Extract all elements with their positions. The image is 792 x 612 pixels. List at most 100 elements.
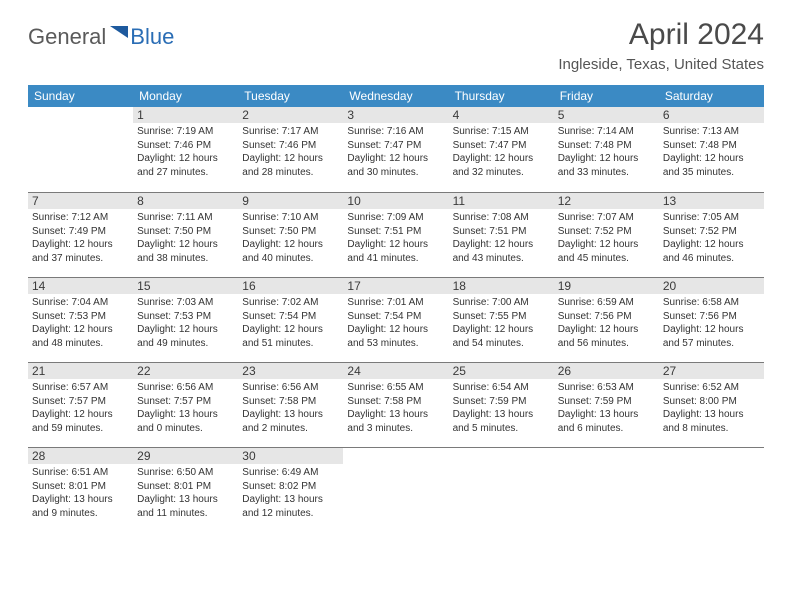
calendar-cell: 25Sunrise: 6:54 AMSunset: 7:59 PMDayligh… <box>449 362 554 447</box>
day-info: Sunrise: 6:51 AMSunset: 8:01 PMDaylight:… <box>32 466 129 520</box>
sunset-line: Sunset: 7:57 PM <box>32 395 129 409</box>
day-number: 19 <box>554 278 659 294</box>
calendar-cell: 16 Sunrise: 7:02 AMSunset: 7:54 PMDayligh… <box>238 277 343 362</box>
sunset-line: Sunset: 7:54 PM <box>347 310 444 324</box>
day-info: Sunrise: 6:57 AMSunset: 7:57 PMDaylight:… <box>32 381 129 435</box>
calendar-cell: 6Sunrise: 7:13 AMSunset: 7:48 PMDaylight… <box>659 107 764 192</box>
day-info: Sunrise: 7:13 AMSunset: 7:48 PMDaylight:… <box>663 125 760 179</box>
day-number: 28 <box>28 448 133 464</box>
daylight-line: Daylight: 12 hours and 32 minutes. <box>453 152 550 179</box>
sunset-line: Sunset: 7:53 PM <box>137 310 234 324</box>
calendar-cell <box>343 447 448 532</box>
weekday-friday: Friday <box>554 85 659 107</box>
sunset-line: Sunset: 8:02 PM <box>242 480 339 494</box>
daylight-line: Daylight: 12 hours and 28 minutes. <box>242 152 339 179</box>
calendar-cell: 30Sunrise: 6:49 AMSunset: 8:02 PMDayligh… <box>238 447 343 532</box>
day-number: 27 <box>659 363 764 379</box>
day-number: 12 <box>554 193 659 209</box>
daylight-line: Daylight: 12 hours and 59 minutes. <box>32 408 129 435</box>
sunrise-line: Sunrise: 6:58 AM <box>663 296 760 310</box>
day-info: Sunrise: 7:02 AMSunset: 7:54 PMDaylight:… <box>242 296 339 350</box>
sunrise-line: Sunrise: 7:11 AM <box>137 211 234 225</box>
sunset-line: Sunset: 7:47 PM <box>453 139 550 153</box>
daylight-line: Daylight: 12 hours and 56 minutes. <box>558 323 655 350</box>
calendar-cell: 11Sunrise: 7:08 AMSunset: 7:51 PMDayligh… <box>449 192 554 277</box>
weekday-wednesday: Wednesday <box>343 85 448 107</box>
daylight-line: Daylight: 12 hours and 40 minutes. <box>242 238 339 265</box>
day-number: 13 <box>659 193 764 209</box>
sunset-line: Sunset: 7:56 PM <box>663 310 760 324</box>
day-info: Sunrise: 7:11 AMSunset: 7:50 PMDaylight:… <box>137 211 234 265</box>
day-number: 7 <box>28 193 133 209</box>
daylight-line: Daylight: 13 hours and 5 minutes. <box>453 408 550 435</box>
sunset-line: Sunset: 7:58 PM <box>347 395 444 409</box>
day-number: 4 <box>449 107 554 123</box>
sunset-line: Sunset: 7:54 PM <box>242 310 339 324</box>
sunset-line: Sunset: 7:46 PM <box>242 139 339 153</box>
weekday-sunday: Sunday <box>28 85 133 107</box>
day-number: 17 <box>343 278 448 294</box>
sunset-line: Sunset: 7:55 PM <box>453 310 550 324</box>
calendar-cell: 29Sunrise: 6:50 AMSunset: 8:01 PMDayligh… <box>133 447 238 532</box>
sunrise-line: Sunrise: 6:54 AM <box>453 381 550 395</box>
logo-sail-icon <box>110 26 128 38</box>
sunrise-line: Sunrise: 7:19 AM <box>137 125 234 139</box>
sunset-line: Sunset: 7:56 PM <box>558 310 655 324</box>
daylight-line: Daylight: 13 hours and 11 minutes. <box>137 493 234 520</box>
day-number: 24 <box>343 363 448 379</box>
logo-text-general: General <box>28 24 106 50</box>
calendar-cell: 2Sunrise: 7:17 AMSunset: 7:46 PMDaylight… <box>238 107 343 192</box>
sunset-line: Sunset: 8:01 PM <box>137 480 234 494</box>
sunrise-line: Sunrise: 7:12 AM <box>32 211 129 225</box>
daylight-line: Daylight: 12 hours and 46 minutes. <box>663 238 760 265</box>
sunset-line: Sunset: 7:51 PM <box>347 225 444 239</box>
day-info: Sunrise: 7:01 AMSunset: 7:54 PMDaylight:… <box>347 296 444 350</box>
daylight-line: Daylight: 12 hours and 51 minutes. <box>242 323 339 350</box>
day-number: 23 <box>238 363 343 379</box>
calendar-cell: 8Sunrise: 7:11 AMSunset: 7:50 PMDaylight… <box>133 192 238 277</box>
daylight-line: Daylight: 13 hours and 6 minutes. <box>558 408 655 435</box>
day-number: 18 <box>449 278 554 294</box>
sunset-line: Sunset: 7:51 PM <box>453 225 550 239</box>
logo-text-blue: Blue <box>130 24 174 50</box>
daylight-line: Daylight: 13 hours and 9 minutes. <box>32 493 129 520</box>
calendar-cell: 15Sunrise: 7:03 AMSunset: 7:53 PMDayligh… <box>133 277 238 362</box>
calendar-cell: 10Sunrise: 7:09 AMSunset: 7:51 PMDayligh… <box>343 192 448 277</box>
sunrise-line: Sunrise: 6:50 AM <box>137 466 234 480</box>
daylight-line: Daylight: 13 hours and 0 minutes. <box>137 408 234 435</box>
daylight-line: Daylight: 12 hours and 41 minutes. <box>347 238 444 265</box>
sunrise-line: Sunrise: 7:17 AM <box>242 125 339 139</box>
day-info: Sunrise: 7:19 AMSunset: 7:46 PMDaylight:… <box>137 125 234 179</box>
sunrise-line: Sunrise: 7:00 AM <box>453 296 550 310</box>
day-info: Sunrise: 7:05 AMSunset: 7:52 PMDaylight:… <box>663 211 760 265</box>
day-number: 30 <box>238 448 343 464</box>
day-number: 1 <box>133 107 238 123</box>
day-info: Sunrise: 7:16 AMSunset: 7:47 PMDaylight:… <box>347 125 444 179</box>
sunset-line: Sunset: 7:52 PM <box>663 225 760 239</box>
day-info: Sunrise: 6:50 AMSunset: 8:01 PMDaylight:… <box>137 466 234 520</box>
calendar-cell: 4 Sunrise: 7:15 AMSunset: 7:47 PMDaylight… <box>449 107 554 192</box>
day-number: 5 <box>554 107 659 123</box>
sunset-line: Sunset: 7:48 PM <box>558 139 655 153</box>
daylight-line: Daylight: 13 hours and 12 minutes. <box>242 493 339 520</box>
day-number: 10 <box>343 193 448 209</box>
day-number: 16 <box>238 278 343 294</box>
calendar-cell: 17 Sunrise: 7:01 AMSunset: 7:54 PMDayligh… <box>343 277 448 362</box>
sunrise-line: Sunrise: 7:02 AM <box>242 296 339 310</box>
sunrise-line: Sunrise: 7:03 AM <box>137 296 234 310</box>
daylight-line: Daylight: 12 hours and 57 minutes. <box>663 323 760 350</box>
calendar-cell: 1 Sunrise: 7:19 AMSunset: 7:46 PMDaylight… <box>133 107 238 192</box>
day-info: Sunrise: 7:12 AMSunset: 7:49 PMDaylight:… <box>32 211 129 265</box>
day-number: 3 <box>343 107 448 123</box>
page-title: April 2024 <box>558 18 764 52</box>
day-number: 26 <box>554 363 659 379</box>
day-info: Sunrise: 7:17 AMSunset: 7:46 PMDaylight:… <box>242 125 339 179</box>
calendar: Sunday Monday Tuesday Wednesday Thursday… <box>0 77 792 532</box>
calendar-cell: 22Sunrise: 6:56 AMSunset: 7:57 PMDayligh… <box>133 362 238 447</box>
sunset-line: Sunset: 7:58 PM <box>242 395 339 409</box>
sunrise-line: Sunrise: 7:15 AM <box>453 125 550 139</box>
daylight-line: Daylight: 13 hours and 2 minutes. <box>242 408 339 435</box>
calendar-cell: 26Sunrise: 6:53 AMSunset: 7:59 PMDayligh… <box>554 362 659 447</box>
calendar-cell: 7 Sunrise: 7:12 AMSunset: 7:49 PMDaylight… <box>28 192 133 277</box>
daylight-line: Daylight: 12 hours and 27 minutes. <box>137 152 234 179</box>
